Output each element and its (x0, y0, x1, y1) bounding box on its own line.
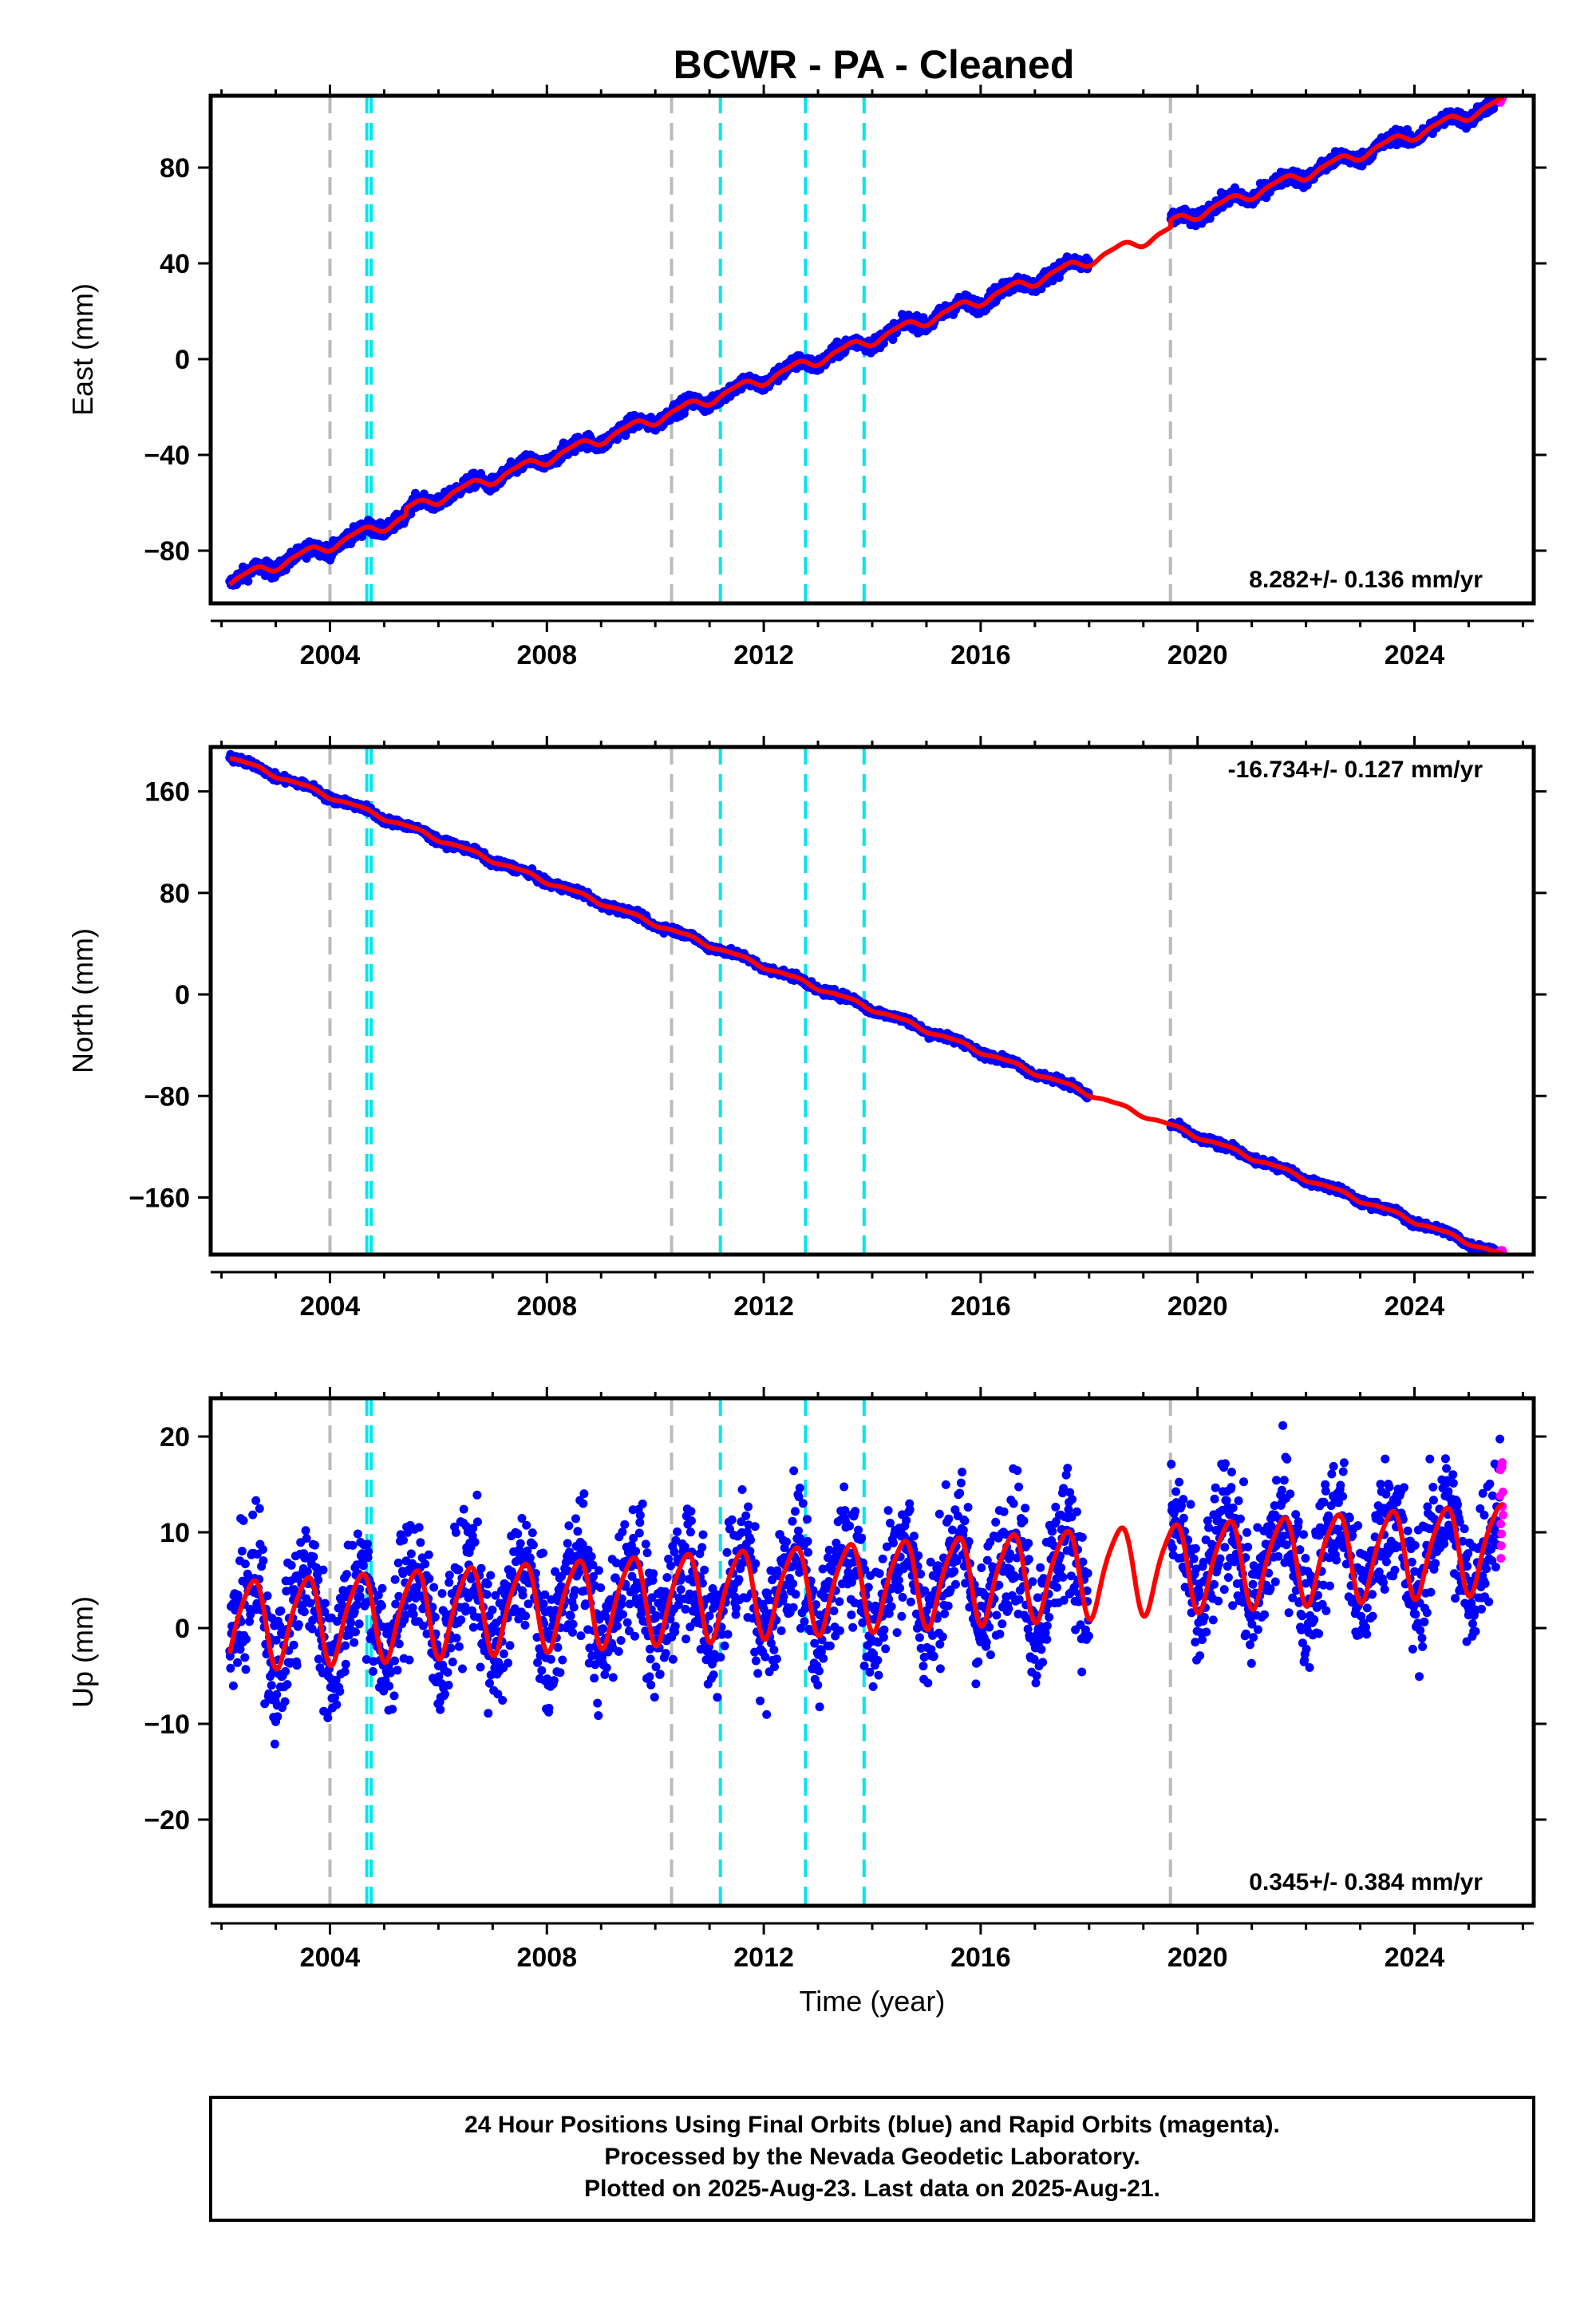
plot-area (225, 96, 1507, 603)
y-tick-label: 80 (160, 153, 190, 184)
y-tick-label: 40 (160, 249, 190, 279)
x-tick-label: 2008 (516, 640, 577, 670)
panel-east: 2004 2008 2012 2016 2020 2024 −80 −40 0 40 80 East … (66, 85, 1547, 670)
panel-north: 2004 2008 2012 2016 2020 2024−160−80080160Nor… (66, 736, 1547, 1322)
y-tick-label: −80 (144, 536, 190, 567)
x-tick-label: 2024 (1385, 640, 1445, 670)
y-tick-label: −40 (144, 441, 190, 471)
y-tick-label: 0 (175, 345, 190, 375)
x-tick-label: 2012 (733, 640, 794, 670)
final-orbit-points (225, 96, 1505, 590)
y-axis-label: East (mm) (66, 283, 99, 416)
x-tick-label: 2016 (950, 640, 1011, 670)
x-tick-label: 2004 (300, 640, 361, 670)
data-point (243, 576, 253, 586)
data-point (1048, 276, 1057, 286)
rate-annotation: 8.282+/- 0.136 mm/yr (1249, 567, 1483, 593)
data-point (888, 335, 898, 344)
plot-area (225, 747, 1508, 1255)
x-tick-label: 2020 (1167, 640, 1228, 670)
figure-title: BCWR - PA - Cleaned (674, 42, 1075, 87)
